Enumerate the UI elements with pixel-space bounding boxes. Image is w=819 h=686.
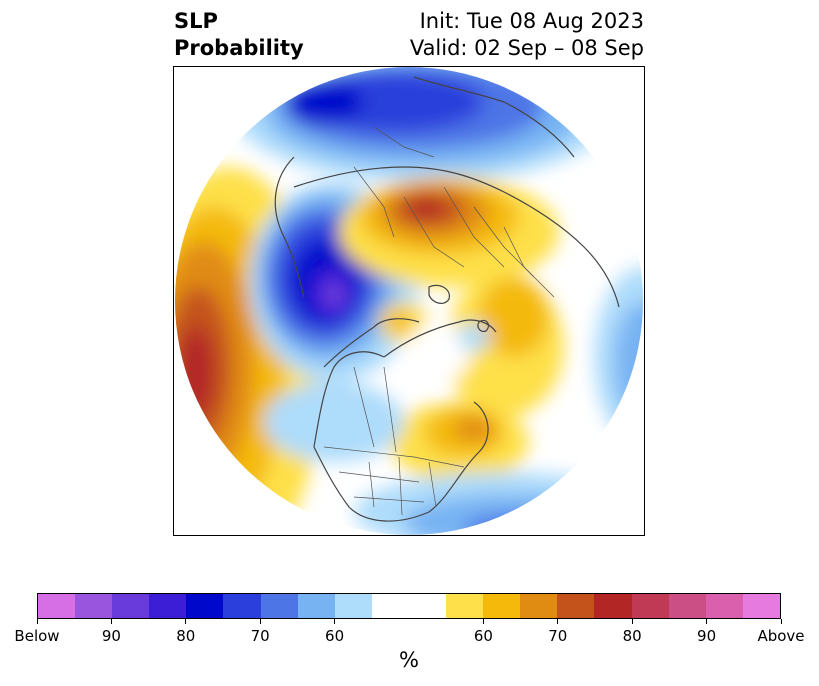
title-variable: SLP (174, 9, 218, 33)
colorbar-segment (149, 594, 187, 618)
colorbar-tick-mark (706, 619, 708, 624)
colorbar-segment (334, 594, 372, 618)
colorbar-segment (446, 594, 484, 618)
colorbar-tick-label: Above (757, 627, 805, 645)
colorbar-tick-mark (110, 619, 112, 624)
colorbar-segment (371, 594, 409, 618)
colorbar-tick-mark (36, 619, 38, 624)
title-init: Init: Tue 08 Aug 2023 (419, 9, 644, 33)
title-valid: Valid: 02 Sep – 08 Sep (409, 36, 644, 60)
map-canvas (175, 67, 643, 535)
colorbar-tick-label: 60 (473, 627, 493, 645)
colorbar-tick-mark (185, 619, 187, 624)
colorbar-segment (38, 594, 76, 618)
borders (323, 126, 555, 516)
colorbar-tick-label: 70 (548, 627, 568, 645)
colorbar-tick-label: 90 (697, 627, 717, 645)
colorbar-tick-label: Below (14, 627, 60, 645)
chart-title-left: SLP Probability (174, 8, 304, 62)
colorbar (37, 593, 781, 619)
colorbar-tick-mark (259, 619, 261, 624)
colorbar-segment (483, 594, 521, 618)
colorbar-segment (557, 594, 595, 618)
colorbar-segment (705, 594, 743, 618)
chart-title-right: Init: Tue 08 Aug 2023 Valid: 02 Sep – 08… (410, 8, 644, 62)
coastlines (274, 76, 620, 522)
colorbar-tick-mark (334, 619, 336, 624)
colorbar-tick-label: 80 (176, 627, 196, 645)
colorbar-segment (594, 594, 632, 618)
colorbar-tick-label: 60 (325, 627, 345, 645)
colorbar-segment (297, 594, 335, 618)
colorbar-unit-label: % (399, 648, 419, 672)
colorbar-segment (742, 594, 780, 618)
colorbar-tick-mark (557, 619, 559, 624)
colorbar-tick-label: 70 (250, 627, 270, 645)
colorbar-segment (223, 594, 261, 618)
colorbar-segment (186, 594, 224, 618)
colorbar-segment (75, 594, 113, 618)
colorbar-tick-mark (631, 619, 633, 624)
title-quantity: Probability (174, 36, 304, 60)
probability-field (175, 67, 643, 535)
colorbar-segment (112, 594, 150, 618)
colorbar-tick-mark (780, 619, 782, 624)
colorbar-tick-label: 90 (101, 627, 121, 645)
colorbar-segment (260, 594, 298, 618)
colorbar-tick-mark (482, 619, 484, 624)
colorbar-segment (631, 594, 669, 618)
colorbar-segment (408, 594, 447, 618)
colorbar-segment (520, 594, 558, 618)
colorbar-segment (668, 594, 706, 618)
colorbar-tick-label: 80 (622, 627, 642, 645)
probability-map (173, 66, 645, 536)
